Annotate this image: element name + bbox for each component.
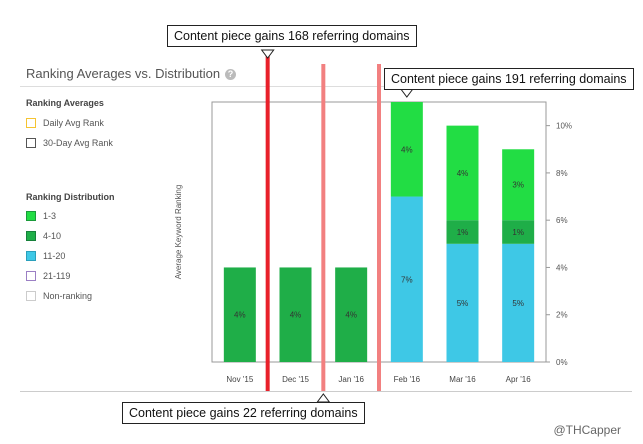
credit-text: @THCapper bbox=[553, 423, 621, 437]
legend-swatch bbox=[26, 251, 36, 261]
bar-segment bbox=[502, 243, 535, 362]
x-tick-label: Dec '15 bbox=[282, 375, 309, 384]
bar-label: 5% bbox=[457, 299, 469, 308]
bar-label: 5% bbox=[512, 299, 524, 308]
callout-right: Content piece gains 191 referring domain… bbox=[384, 68, 634, 90]
legend-swatch bbox=[26, 271, 36, 281]
bar-segment bbox=[446, 125, 479, 221]
legend-21-119[interactable]: 21-119 bbox=[26, 271, 70, 281]
x-tick-label: Apr '16 bbox=[506, 375, 532, 384]
y2-tick-label: 4% bbox=[556, 263, 568, 272]
legend-swatch bbox=[26, 138, 36, 148]
legend-swatch bbox=[26, 118, 36, 128]
legend-distribution-heading: Ranking Distribution bbox=[26, 192, 115, 202]
legend-daily-avg[interactable]: Daily Avg Rank bbox=[26, 118, 104, 128]
divider bbox=[20, 86, 632, 87]
y2-tick-label: 6% bbox=[556, 216, 568, 225]
callout-pointer-top bbox=[260, 49, 275, 59]
x-tick-label: Jan '16 bbox=[338, 375, 364, 384]
bar-segment bbox=[390, 196, 423, 362]
bar-segment bbox=[223, 267, 256, 362]
legend-label: 4-10 bbox=[43, 231, 62, 241]
help-icon[interactable]: ? bbox=[225, 69, 236, 80]
legend-label: 11-20 bbox=[43, 251, 66, 261]
x-tick-label: Nov '15 bbox=[226, 375, 253, 384]
legend-4-10[interactable]: 4-10 bbox=[26, 231, 61, 241]
bar-label: 4% bbox=[457, 169, 469, 178]
bar-segment bbox=[279, 267, 312, 362]
legend-30day-avg[interactable]: 30-Day Avg Rank bbox=[26, 138, 113, 148]
bar-label: 1% bbox=[457, 228, 469, 237]
legend-label: Non-ranking bbox=[43, 291, 93, 301]
callout-top: Content piece gains 168 referring domain… bbox=[167, 25, 417, 47]
callout-pointer-right bbox=[399, 88, 414, 98]
bar-label: 4% bbox=[234, 311, 246, 320]
legend-swatch bbox=[26, 291, 36, 301]
legend-11-20[interactable]: 11-20 bbox=[26, 251, 65, 261]
x-tick-label: Feb '16 bbox=[394, 375, 421, 384]
bar-label: 7% bbox=[401, 275, 413, 284]
divider bbox=[20, 391, 632, 392]
legend-non-ranking[interactable]: Non-ranking bbox=[26, 291, 92, 301]
chart-title: Ranking Averages vs. Distribution bbox=[26, 66, 221, 81]
y2-tick-label: 8% bbox=[556, 169, 568, 178]
bar-segment bbox=[502, 220, 535, 244]
bar-label: 4% bbox=[401, 145, 413, 154]
legend-swatch bbox=[26, 231, 36, 241]
legend-averages-heading: Ranking Averages bbox=[26, 98, 104, 108]
legend-swatch bbox=[26, 211, 36, 221]
y-axis-label: Average Keyword Ranking bbox=[174, 185, 183, 280]
y2-tick-label: 0% bbox=[556, 358, 568, 367]
callout-pointer-bottom bbox=[316, 393, 331, 403]
bar-label: 4% bbox=[290, 311, 302, 320]
bar-label: 4% bbox=[345, 311, 357, 320]
bar-label: 3% bbox=[512, 181, 524, 190]
y2-tick-label: 2% bbox=[556, 311, 568, 320]
bar-segment bbox=[390, 102, 423, 197]
x-tick-label: Mar '16 bbox=[449, 375, 476, 384]
bar-segment bbox=[335, 267, 368, 362]
bar-label: 1% bbox=[512, 228, 524, 237]
bar-segment bbox=[446, 220, 479, 244]
legend-label: 1-3 bbox=[43, 211, 57, 221]
legend-label: 21-119 bbox=[43, 271, 71, 281]
legend-label: Daily Avg Rank bbox=[43, 118, 104, 128]
y2-tick-label: 10% bbox=[556, 122, 572, 131]
bar-segment bbox=[446, 243, 479, 362]
legend-1-3[interactable]: 1-3 bbox=[26, 211, 56, 221]
legend-label: 30-Day Avg Rank bbox=[43, 138, 113, 148]
bar-segment bbox=[502, 149, 535, 221]
callout-bottom: Content piece gains 22 referring domains bbox=[122, 402, 365, 424]
